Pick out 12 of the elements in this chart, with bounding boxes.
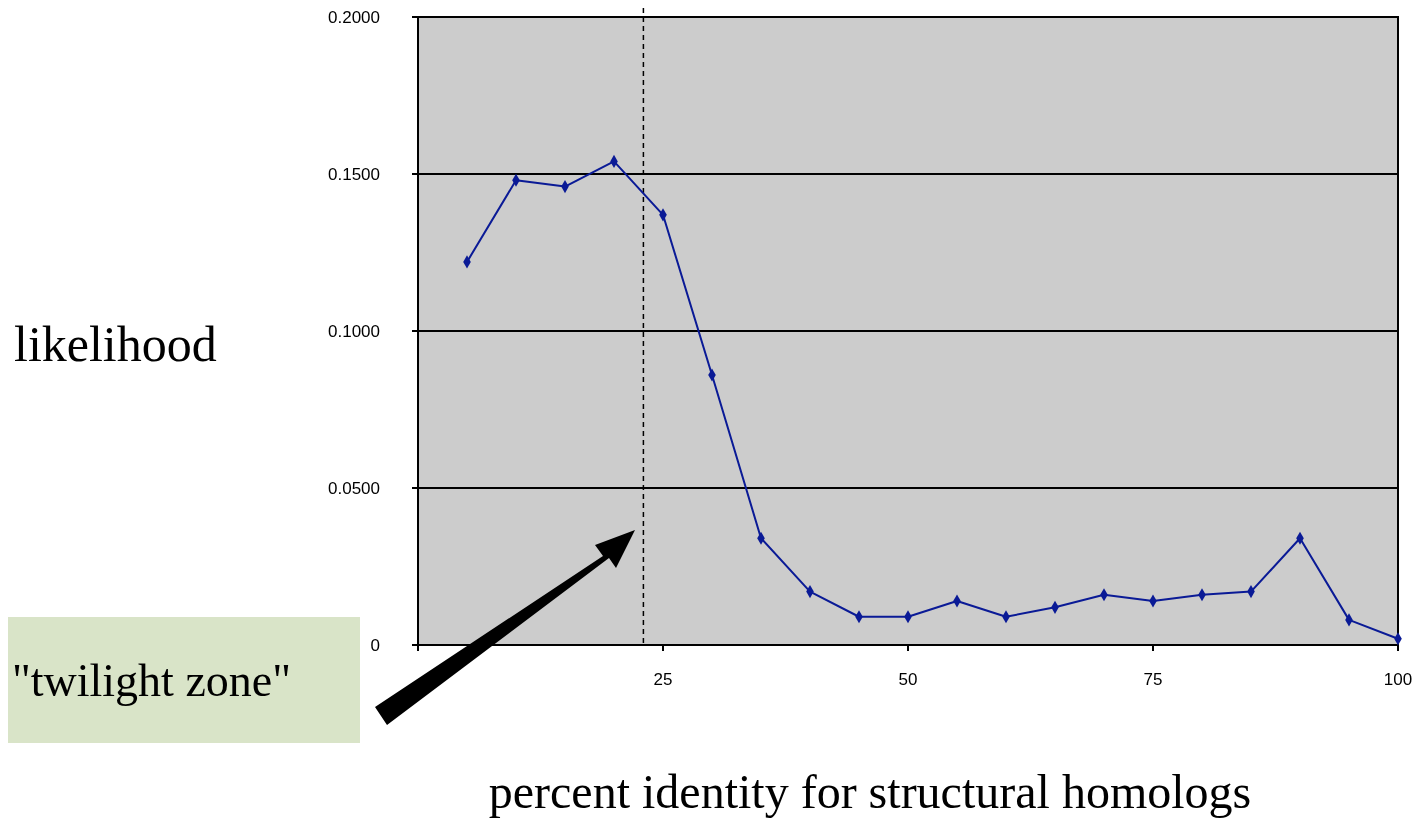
y-tick-label: 0.0500: [328, 478, 380, 498]
y-tick-label: 0.1500: [328, 164, 380, 184]
y-tick-label: 0: [370, 635, 380, 655]
x-tick-label: 100: [1383, 670, 1413, 689]
x-tick-label: 50: [898, 670, 918, 689]
text: "twilight zone": [12, 655, 292, 707]
x-tick-label: 75: [1143, 670, 1163, 689]
x-tick-label: 25: [653, 670, 673, 689]
y-tick-label: 0.1000: [328, 321, 380, 341]
y-tick-label: 0.2000: [328, 7, 380, 27]
y-axis-title: likelihood: [14, 316, 217, 372]
x-axis-title: percent identity for structural homologs: [488, 765, 1252, 818]
